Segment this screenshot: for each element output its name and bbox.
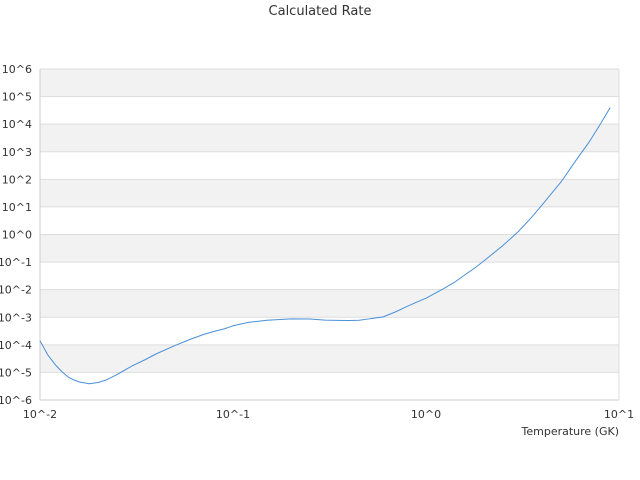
grid-band [40,179,619,207]
y-tick-label: 10^0 [2,229,32,242]
y-tick-label: 10^-3 [0,311,32,324]
y-tick-label: 10^-1 [0,256,32,269]
grid-band [40,262,619,290]
y-tick-label: 10^-2 [0,284,32,297]
grid-band [40,289,619,318]
grid-bands [40,69,619,400]
grid-band [40,317,619,345]
y-tick-label: 10^-5 [0,366,32,379]
x-tick-label: 10^1 [604,408,634,421]
grid-band [40,151,619,180]
y-tick-label: 10^-4 [0,339,32,352]
chart-title: Calculated Rate [268,4,372,19]
grid-band [40,234,619,263]
grid-band [40,206,619,235]
x-axis-label: Temperature (GK) [521,425,620,438]
y-tick-label: 10^-6 [0,394,32,407]
y-tick-label: 10^3 [2,146,32,159]
series-line [39,107,611,385]
y-tick-label: 10^5 [2,91,32,104]
axes [39,68,620,401]
grid-band [40,372,619,400]
grid-band [40,69,619,97]
x-tick-label: 10^-2 [23,408,57,421]
y-tick-label: 10^1 [2,201,32,214]
tick-labels: 10^-6 10^-5 10^-4 10^-3 10^-2 10^-1 10^0 10^1 10… [0,63,634,421]
y-tick-label: 10^2 [2,173,32,186]
y-tick-label: 10^4 [2,118,32,131]
series-layer [39,107,611,385]
y-tick-label: 10^6 [2,63,32,76]
grid-band [40,96,619,125]
x-tick-label: 10^-1 [216,408,250,421]
grid-band [40,124,619,152]
grid-band [40,344,619,373]
x-tick-label: 10^0 [411,408,441,421]
